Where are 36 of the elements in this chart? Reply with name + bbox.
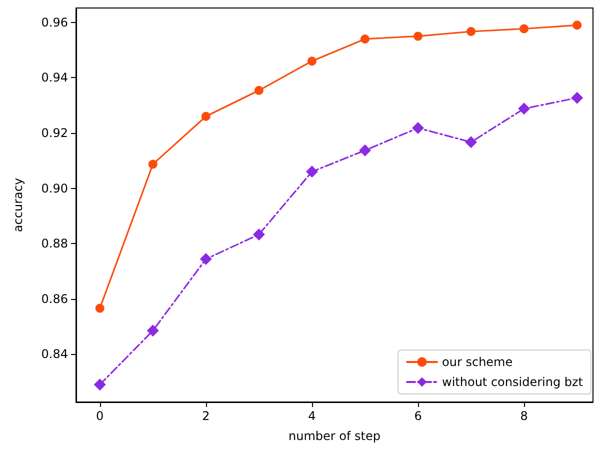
point — [95, 304, 104, 313]
point — [518, 102, 530, 115]
y-tick-label: 0.84 — [41, 347, 68, 362]
point — [465, 136, 478, 148]
point — [252, 228, 265, 240]
x-tick-label: 0 — [96, 409, 104, 423]
y-tick-label: 0.86 — [41, 292, 68, 306]
point — [360, 34, 370, 44]
point — [94, 378, 106, 391]
point — [306, 166, 318, 178]
point — [146, 324, 159, 337]
point — [412, 122, 424, 134]
point — [200, 253, 212, 266]
point — [358, 144, 371, 156]
y-tick-label: 0.88 — [41, 236, 68, 251]
y-tick-label: 0.90 — [41, 181, 68, 196]
x-tick-label: 6 — [414, 409, 422, 423]
x-tick-label: 2 — [202, 409, 210, 423]
point — [414, 32, 423, 41]
y-axis-title: accuracy — [11, 178, 25, 232]
point — [148, 160, 158, 169]
point — [520, 24, 529, 34]
point — [254, 86, 264, 95]
point — [466, 27, 476, 36]
point — [201, 112, 210, 121]
y-tick-label: 0.92 — [41, 126, 68, 140]
point — [307, 56, 316, 66]
y-tick-label: 0.94 — [41, 70, 68, 85]
x-tick-label: 4 — [308, 409, 316, 423]
point — [571, 92, 584, 104]
legend-label: without considering bzt — [442, 375, 584, 389]
point — [572, 20, 582, 30]
x-tick-label: 8 — [520, 409, 528, 423]
y-tick-label: 0.96 — [41, 15, 68, 30]
legend-label: our scheme — [442, 355, 513, 369]
x-axis-title: number of step — [288, 429, 380, 443]
